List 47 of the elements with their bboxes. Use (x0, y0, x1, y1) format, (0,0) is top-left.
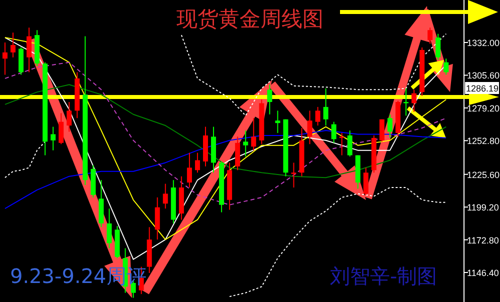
candlestick (10, 32, 16, 58)
candlestick (251, 118, 256, 151)
candlestick (58, 112, 64, 145)
y-tick-label: 1199.20 (467, 202, 499, 213)
candlestick (379, 118, 384, 142)
candlestick (331, 121, 336, 144)
line-series (180, 33, 447, 116)
y-tick-label: 1252.80 (467, 136, 500, 146)
candlestick (428, 27, 433, 44)
candlestick (154, 196, 160, 240)
candlestick (323, 88, 328, 126)
candlestick (412, 89, 417, 112)
candlestick (275, 110, 280, 134)
candlestick (436, 33, 441, 60)
candlestick (2, 42, 8, 76)
line-series (4, 141, 46, 178)
candlestick (50, 126, 56, 151)
candlestick (291, 162, 296, 188)
y-tick-label: 1146.40 (467, 268, 499, 278)
chart-title: 现货黄金周线图 (176, 7, 324, 31)
candlestick (315, 106, 320, 126)
annotation: 刘智辛-制图 (330, 264, 438, 288)
candlestick (194, 152, 200, 174)
candlestick (347, 130, 352, 158)
candlestick (186, 152, 192, 188)
y-tick-label: 1305.60 (467, 70, 500, 81)
y-tick-label: 1279.20 (467, 103, 500, 114)
candlestick (18, 46, 24, 76)
candlestick (106, 208, 112, 249)
line-series (229, 187, 447, 298)
candlestick (267, 84, 272, 115)
y-tick-label: 1332.00 (467, 38, 500, 48)
candlestick (444, 58, 449, 76)
candlestick (235, 136, 240, 171)
candlestick (363, 167, 368, 196)
candlestick (243, 130, 248, 158)
y-tick-label: 1172.80 (467, 235, 499, 246)
y-tick-label: 1225.60 (467, 170, 500, 180)
candlestick (307, 110, 312, 145)
line-series (4, 62, 447, 206)
text: 1286.19 (466, 84, 499, 94)
line-series (4, 84, 447, 178)
candlestick (162, 183, 168, 210)
candlestick (339, 132, 344, 156)
candlestick (26, 27, 32, 73)
candlestick (387, 114, 392, 138)
candlestick (66, 101, 72, 132)
